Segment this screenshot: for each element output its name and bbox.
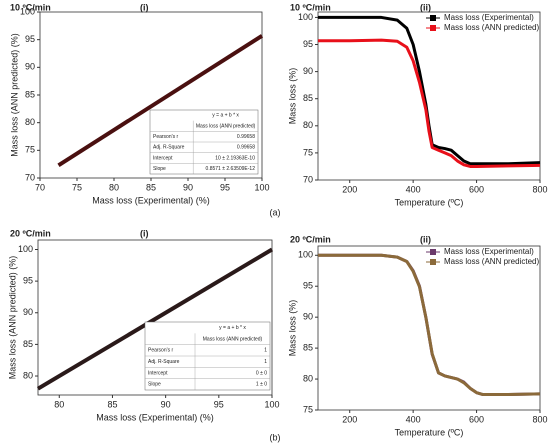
y-tick-label: 90: [25, 62, 35, 72]
y-tick-label: 75: [303, 147, 313, 157]
y-axis-label: Mass loss (%): [287, 68, 297, 125]
x-tick-label: 95: [220, 182, 230, 192]
x-axis-label: Temperature (ºC): [395, 197, 464, 207]
y-axis-label: Mass loss (ANN predicted) (%): [7, 256, 17, 380]
y-tick-label: 70: [303, 174, 313, 184]
x-axis-label: Mass loss (Experimental) (%): [92, 195, 210, 205]
x-tick-label: 80: [54, 399, 64, 409]
x-tick-label: 85: [146, 182, 156, 192]
y-tick-label: 85: [23, 339, 33, 349]
y-tick-label: 80: [25, 117, 35, 127]
table-cell: Pearson's r: [153, 134, 178, 140]
y-tick-label: 85: [303, 93, 313, 103]
table-equation: y = a + b * x: [219, 325, 246, 331]
x-tick-label: 600: [469, 184, 484, 194]
x-tick-label: 85: [107, 399, 117, 409]
x-tick-label: 95: [214, 399, 224, 409]
table-cell: 0.99658: [237, 145, 255, 151]
chart-subtitle: (ii): [420, 234, 431, 244]
y-tick-label: 100: [20, 6, 35, 16]
series-line: [318, 253, 541, 397]
x-axis-label: Temperature (ºC): [395, 427, 464, 437]
plot-frame: [317, 11, 541, 181]
panel-label: (b): [270, 432, 281, 442]
chart-title: 10 ºC/min: [10, 2, 51, 12]
y-tick-label: 75: [25, 145, 35, 155]
chart-title: 20 ºC/min: [10, 228, 51, 238]
chart-subtitle: (i): [140, 2, 149, 12]
table-column: Mass loss (ANN predicted): [196, 123, 256, 129]
x-tick-label: 400: [406, 184, 421, 194]
table-cell: Intercept: [153, 155, 173, 161]
x-tick-label: 70: [35, 182, 45, 192]
series-line: [318, 253, 541, 397]
x-tick-label: 100: [264, 399, 279, 409]
y-tick-label: 100: [18, 244, 33, 254]
table-cell: 1: [264, 359, 267, 365]
x-tick-label: 400: [406, 414, 421, 424]
legend-label: Mass loss (ANN predicted): [444, 257, 539, 266]
y-tick-label: 100: [298, 250, 313, 260]
y-tick-label: 100: [298, 12, 313, 22]
plot-frame: [317, 245, 541, 411]
table-cell: Slope: [148, 382, 161, 388]
x-tick-label: 600: [469, 414, 484, 424]
y-tick-label: 80: [23, 370, 33, 380]
table-cell: 1 ± 0: [256, 382, 267, 388]
table-cell: 0.8571 ± 2.63509E-12: [206, 166, 256, 172]
y-tick-label: 80: [303, 120, 313, 130]
regression-line: [36, 247, 274, 391]
y-tick-label: 85: [303, 342, 313, 352]
y-tick-label: 95: [23, 275, 33, 285]
x-tick-label: 80: [109, 182, 119, 192]
chart-subtitle: (i): [140, 228, 149, 238]
y-axis-label: Mass loss (%): [287, 300, 297, 357]
x-tick-label: 800: [532, 184, 547, 194]
plot-frame: [37, 239, 273, 396]
regression-line: [57, 34, 264, 167]
chart-title: 10 ºC/min: [290, 2, 331, 12]
x-axis-label: Mass loss (Experimental) (%): [96, 412, 214, 422]
table-cell: Adj. R-Square: [153, 145, 185, 151]
x-tick-label: 100: [254, 182, 269, 192]
table-cell: 1: [264, 348, 267, 354]
panel-label: (a): [270, 207, 281, 217]
chart-title: 20 ºC/min: [290, 234, 331, 244]
table-cell: 0 ± 0: [256, 370, 267, 376]
y-tick-label: 90: [303, 312, 313, 322]
legend-label: Mass loss (Experimental): [444, 13, 534, 22]
y-tick-label: 95: [25, 34, 35, 44]
series-line: [318, 38, 541, 168]
y-tick-label: 70: [25, 172, 35, 182]
y-tick-label: 85: [25, 89, 35, 99]
x-tick-label: 75: [72, 182, 82, 192]
x-tick-label: 200: [342, 184, 357, 194]
legend-label: Mass loss (ANN predicted): [444, 23, 539, 32]
y-tick-label: 90: [23, 307, 33, 317]
legend-label: Mass loss (Experimental): [444, 247, 534, 256]
y-tick-label: 90: [303, 66, 313, 76]
y-tick-label: 75: [303, 404, 313, 414]
table-cell: Pearson's r: [148, 348, 173, 354]
y-axis-label: Mass loss (ANN predicted) (%): [9, 33, 19, 157]
y-tick-label: 80: [303, 373, 313, 383]
x-tick-label: 800: [532, 414, 547, 424]
y-tick-label: 95: [303, 39, 313, 49]
x-tick-label: 200: [342, 414, 357, 424]
table-column: Mass loss (ANN predicted): [203, 336, 263, 342]
x-tick-label: 90: [161, 399, 171, 409]
table-equation: y = a + b * x: [212, 113, 239, 119]
table-cell: Intercept: [148, 370, 168, 376]
table-cell: Adj. R-Square: [148, 359, 180, 365]
table-cell: Slope: [153, 166, 166, 172]
table-cell: 0.99658: [237, 134, 255, 140]
x-tick-label: 90: [183, 182, 193, 192]
chart-subtitle: (ii): [420, 2, 431, 12]
table-cell: 10 ± 2.19363E-10: [215, 155, 255, 161]
y-tick-label: 95: [303, 281, 313, 291]
